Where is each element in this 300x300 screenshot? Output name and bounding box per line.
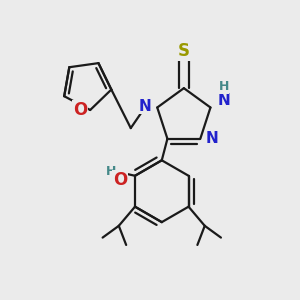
Text: O: O bbox=[113, 171, 127, 189]
Text: N: N bbox=[217, 93, 230, 108]
Text: H: H bbox=[218, 80, 229, 93]
Text: N: N bbox=[206, 131, 218, 146]
Text: S: S bbox=[178, 42, 190, 60]
Text: N: N bbox=[139, 98, 151, 113]
Text: O: O bbox=[73, 101, 87, 119]
Text: H: H bbox=[106, 165, 117, 178]
